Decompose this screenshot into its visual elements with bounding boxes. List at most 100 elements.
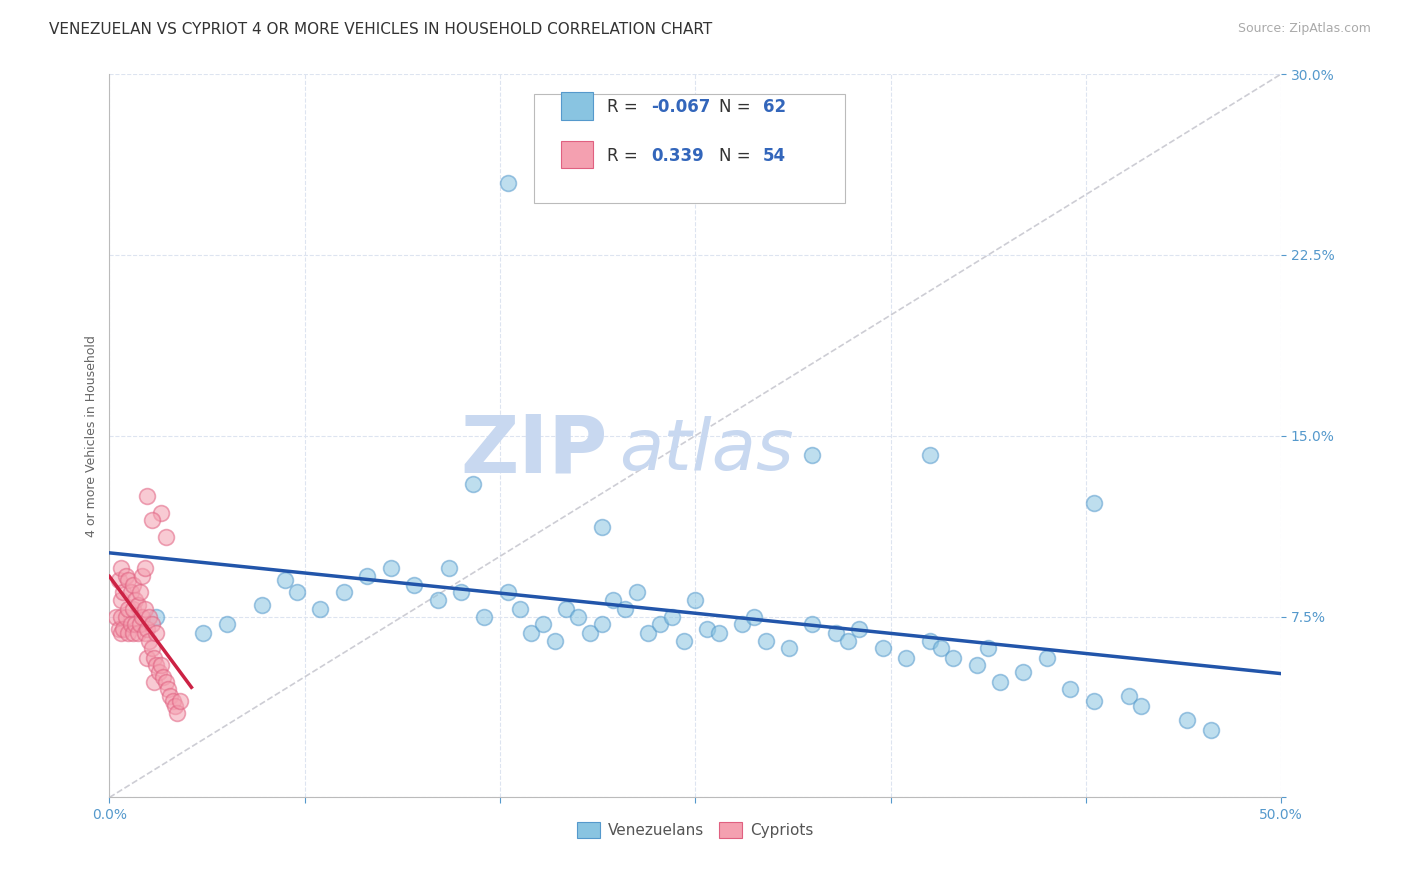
Point xyxy=(127,598,149,612)
Point xyxy=(117,626,139,640)
Point xyxy=(450,585,472,599)
Point xyxy=(145,626,167,640)
Point xyxy=(426,592,449,607)
FancyBboxPatch shape xyxy=(534,94,845,202)
Point xyxy=(778,640,800,655)
Point xyxy=(142,674,165,689)
Point xyxy=(141,640,163,655)
Point xyxy=(531,616,554,631)
Point xyxy=(110,561,132,575)
Point xyxy=(131,609,153,624)
Text: 62: 62 xyxy=(763,97,786,116)
Point xyxy=(1012,665,1035,679)
Point xyxy=(156,681,179,696)
Text: atlas: atlas xyxy=(619,416,794,484)
Point xyxy=(145,657,167,672)
Point xyxy=(135,650,157,665)
Text: 54: 54 xyxy=(763,147,786,165)
Point xyxy=(731,616,754,631)
Point xyxy=(274,574,297,588)
Point xyxy=(591,616,613,631)
Point xyxy=(1083,496,1105,510)
Point xyxy=(520,626,543,640)
Point xyxy=(142,650,165,665)
Point xyxy=(801,616,824,631)
Point xyxy=(105,609,128,624)
Point xyxy=(544,633,567,648)
Y-axis label: 4 or more Vehicles in Household: 4 or more Vehicles in Household xyxy=(86,334,98,537)
Point xyxy=(124,592,146,607)
Point xyxy=(134,602,156,616)
Point xyxy=(896,650,918,665)
Point xyxy=(461,477,484,491)
Point xyxy=(661,609,683,624)
Point xyxy=(110,609,132,624)
Point xyxy=(141,616,163,631)
Text: N =: N = xyxy=(718,147,755,165)
Point xyxy=(1199,723,1222,737)
Point xyxy=(439,561,461,575)
Point xyxy=(215,616,238,631)
Bar xyxy=(561,141,593,168)
Point xyxy=(1129,698,1152,713)
Point xyxy=(149,506,172,520)
Point xyxy=(110,592,132,607)
Point xyxy=(112,585,135,599)
Point xyxy=(332,585,354,599)
Point xyxy=(509,602,531,616)
Point xyxy=(356,568,378,582)
Point xyxy=(1036,650,1059,665)
Text: R =: R = xyxy=(607,147,644,165)
Point xyxy=(977,640,1000,655)
Text: N =: N = xyxy=(718,97,755,116)
Point xyxy=(402,578,425,592)
Point xyxy=(134,626,156,640)
Point xyxy=(152,670,174,684)
Point xyxy=(120,616,142,631)
Point xyxy=(685,592,707,607)
Point xyxy=(121,602,143,616)
Point xyxy=(128,585,150,599)
Bar xyxy=(561,92,593,120)
Point xyxy=(117,602,139,616)
Point xyxy=(848,622,870,636)
Point xyxy=(1177,713,1199,727)
Point xyxy=(1118,689,1140,703)
Text: VENEZUELAN VS CYPRIOT 4 OR MORE VEHICLES IN HOUSEHOLD CORRELATION CHART: VENEZUELAN VS CYPRIOT 4 OR MORE VEHICLES… xyxy=(49,22,713,37)
Point xyxy=(250,598,273,612)
Point xyxy=(169,694,191,708)
Point xyxy=(626,585,648,599)
Point xyxy=(309,602,332,616)
Point xyxy=(474,609,496,624)
Point xyxy=(124,616,146,631)
Text: ZIP: ZIP xyxy=(460,411,607,489)
Point xyxy=(120,585,142,599)
Point xyxy=(567,609,589,624)
Point xyxy=(872,640,894,655)
Point xyxy=(555,602,578,616)
Point xyxy=(918,448,941,462)
Point xyxy=(107,574,129,588)
Point xyxy=(285,585,308,599)
Point xyxy=(637,626,659,640)
Point xyxy=(134,561,156,575)
Point xyxy=(149,657,172,672)
Point xyxy=(127,626,149,640)
Point xyxy=(755,633,778,648)
Point xyxy=(696,622,718,636)
Point xyxy=(121,578,143,592)
Point xyxy=(650,616,672,631)
Point xyxy=(145,609,167,624)
Point xyxy=(141,513,163,527)
Point xyxy=(1059,681,1081,696)
Point xyxy=(107,622,129,636)
Point xyxy=(121,626,143,640)
Point xyxy=(155,530,177,544)
Point xyxy=(162,694,184,708)
Point xyxy=(672,633,695,648)
Point xyxy=(742,609,765,624)
Point xyxy=(825,626,848,640)
Point xyxy=(942,650,965,665)
Point xyxy=(148,665,170,679)
Point xyxy=(496,585,519,599)
